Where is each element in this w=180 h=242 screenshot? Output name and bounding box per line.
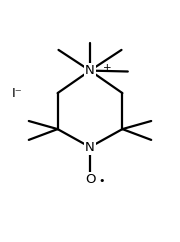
- Text: N: N: [85, 141, 95, 154]
- Text: N: N: [85, 64, 95, 77]
- Text: O: O: [85, 173, 95, 186]
- Text: +: +: [103, 63, 111, 73]
- Text: I⁻: I⁻: [12, 87, 22, 100]
- Text: •: •: [98, 176, 105, 186]
